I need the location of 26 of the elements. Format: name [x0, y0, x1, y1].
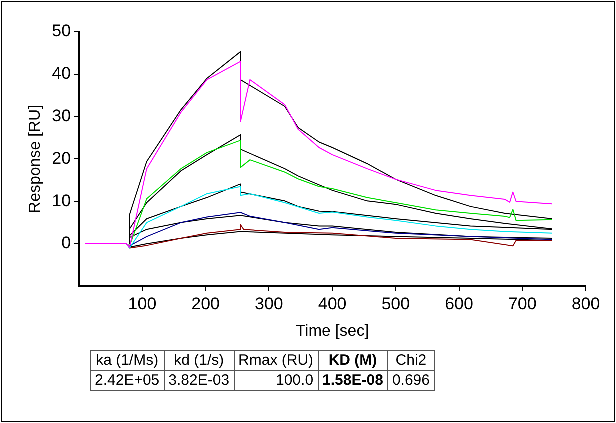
text: 3.82E-03	[164, 370, 234, 390]
x-tick-label: 200	[192, 294, 220, 314]
y-tick-label: 0	[62, 234, 72, 253]
x-tick-label: 500	[382, 294, 410, 314]
text: 1.58E-08	[318, 370, 388, 390]
y-tick-label: 50	[52, 22, 72, 41]
text: 0.696	[388, 370, 434, 390]
text: 100.0	[234, 370, 318, 390]
x-tick-label: 800	[572, 294, 600, 314]
text: kd (1/s)	[164, 350, 234, 370]
x-tick-label: 100	[128, 294, 157, 314]
text: 2.42E+05	[90, 370, 164, 390]
y-tick-label: 20	[52, 148, 72, 168]
x-axis-title: Time [sec]	[296, 322, 370, 340]
y-tick-label: 40	[52, 64, 72, 84]
text: Chi2	[388, 350, 434, 370]
y-axis-title: Response [RU]	[27, 104, 44, 214]
x-tick-label: 300	[255, 294, 284, 314]
x-tick-label: 600	[445, 294, 474, 314]
text: Rmax (RU)	[234, 350, 318, 370]
x-tick-label: 700	[508, 294, 537, 314]
text: ka (1/Ms)	[90, 350, 164, 370]
x-tick-label: 400	[318, 294, 347, 314]
y-tick-label: 10	[52, 191, 72, 210]
text: KD (M)	[318, 350, 388, 370]
y-tick-label: 30	[52, 106, 72, 126]
